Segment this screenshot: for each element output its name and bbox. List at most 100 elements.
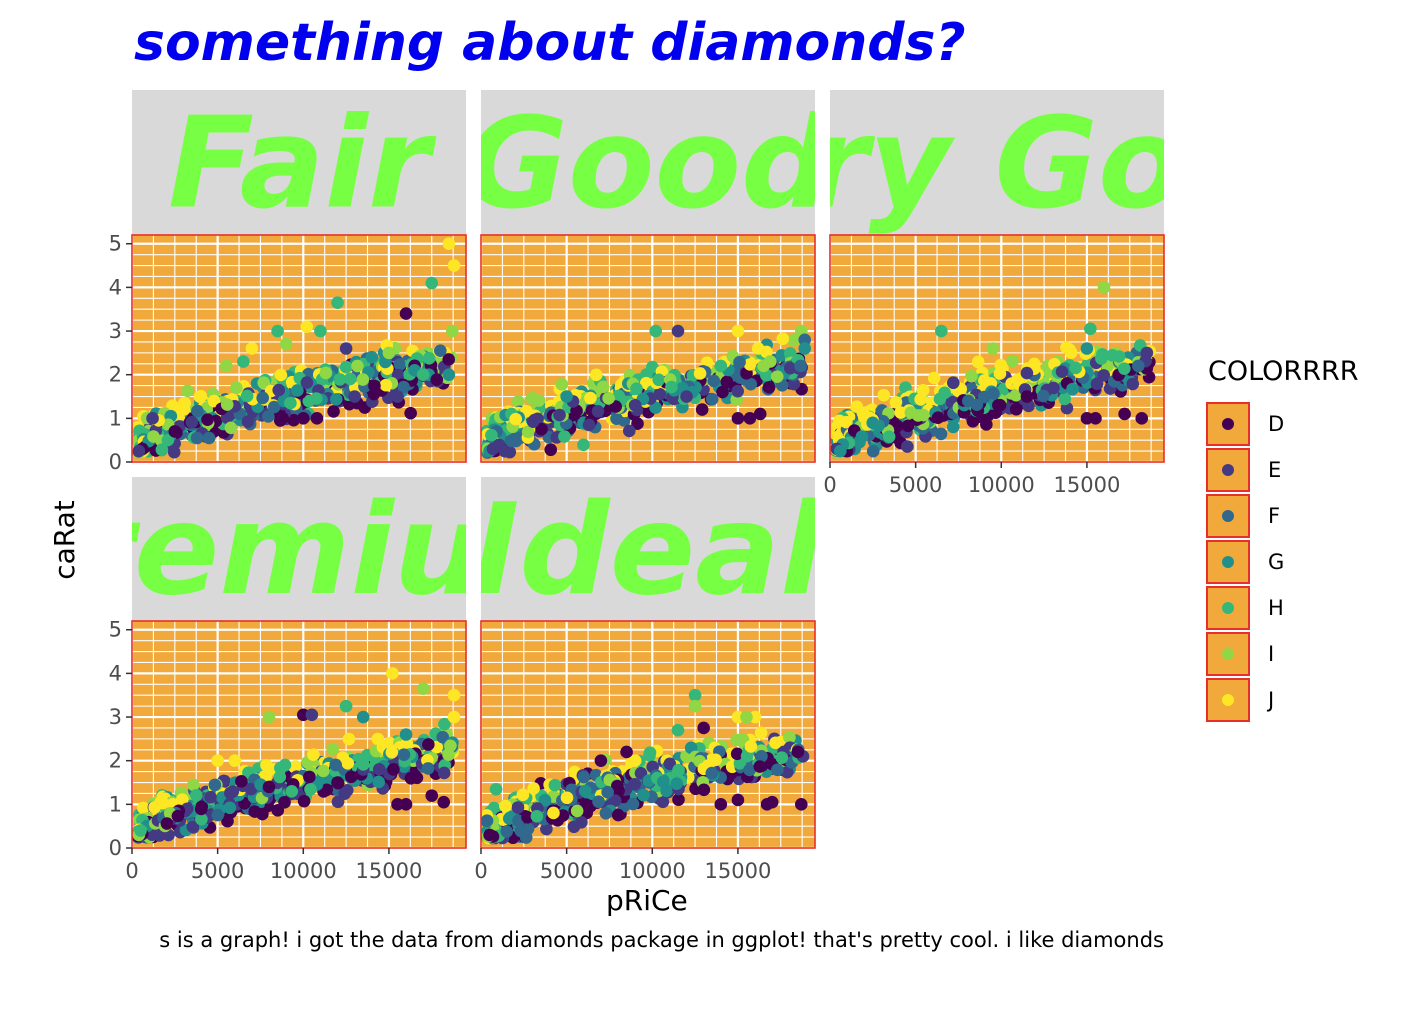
data-point [422,738,435,751]
data-point [425,276,439,290]
data-point [548,778,562,792]
data-point [356,373,370,386]
data-point [630,382,643,395]
data-point [331,296,344,309]
data-point [155,443,169,456]
data-point [201,413,214,426]
x-tick-label: 5000 [191,859,244,883]
legend-key [1206,631,1250,676]
points-layer [481,324,812,459]
panel-border [131,234,467,463]
data-point [327,405,340,418]
data-point [714,359,728,373]
data-point [611,779,624,793]
legend-item: I [1206,631,1284,677]
data-point [609,400,622,413]
data-point [575,816,588,829]
data-point [341,756,355,770]
data-point [560,791,574,805]
data-point [866,444,880,458]
data-point [211,808,225,822]
data-point [931,411,945,424]
data-point [783,731,796,744]
data-point [382,346,396,360]
data-point [877,388,891,402]
legend-item: J [1206,677,1284,723]
data-point [485,428,498,442]
data-point [343,372,357,386]
data-point [134,824,147,837]
data-point [637,788,650,802]
data-point [320,783,333,797]
data-point [416,682,430,695]
data-point [339,360,353,374]
data-point [634,766,648,780]
y-axis-label: caRat [48,500,81,580]
data-point [1020,366,1034,380]
data-point [709,753,722,767]
data-point [544,443,558,457]
legend-swatch [1222,463,1234,476]
data-point [329,392,343,406]
legend-swatch [1222,693,1234,706]
data-point [527,782,540,795]
data-point [866,416,880,430]
data-point [146,412,159,425]
legend-swatch [1222,647,1234,660]
data-point [267,400,281,414]
data-point [577,770,591,784]
legend-item: E [1206,447,1284,493]
legend-key [1206,447,1250,492]
data-point [447,259,461,272]
data-point [530,809,544,823]
facet-strip [481,477,815,621]
data-point [730,747,744,761]
data-point [731,793,745,807]
data-point [499,799,512,813]
data-point [671,723,685,737]
data-point [511,395,525,408]
data-point [901,419,915,433]
data-point [195,812,208,826]
data-point [1080,342,1094,355]
data-point [521,810,534,824]
data-point [437,766,451,780]
data-point [986,342,1000,355]
points-layer [132,667,461,844]
data-point [256,391,269,405]
data-point [743,358,757,371]
data-point [1058,392,1072,406]
legend-key [1206,539,1250,584]
facet-strip-label: Good [465,90,834,237]
data-point [649,324,663,338]
data-point [680,390,693,403]
data-point [532,394,546,407]
legend-key [1206,401,1250,446]
data-point [780,765,794,779]
data-point [611,808,625,822]
data-point [190,431,204,445]
y-tick-label: 3 [109,705,122,729]
panel-border [480,620,816,849]
x-tick-label: 5000 [889,473,942,497]
data-point [387,763,400,776]
data-point [547,806,560,820]
data-point [393,358,407,371]
data-point [1084,322,1097,336]
data-point [705,766,719,780]
data-point [1095,352,1108,365]
data-point [386,667,399,680]
data-point [628,754,642,767]
data-point [731,412,745,425]
data-point [483,828,496,842]
data-point [798,342,812,355]
data-point [1126,377,1140,391]
data-point [228,754,242,767]
panel-border [480,234,816,463]
panel-border [829,234,1165,463]
data-point [348,390,361,403]
data-point [716,385,729,399]
data-point [342,732,356,746]
data-point [190,788,203,802]
data-point [1037,389,1050,403]
